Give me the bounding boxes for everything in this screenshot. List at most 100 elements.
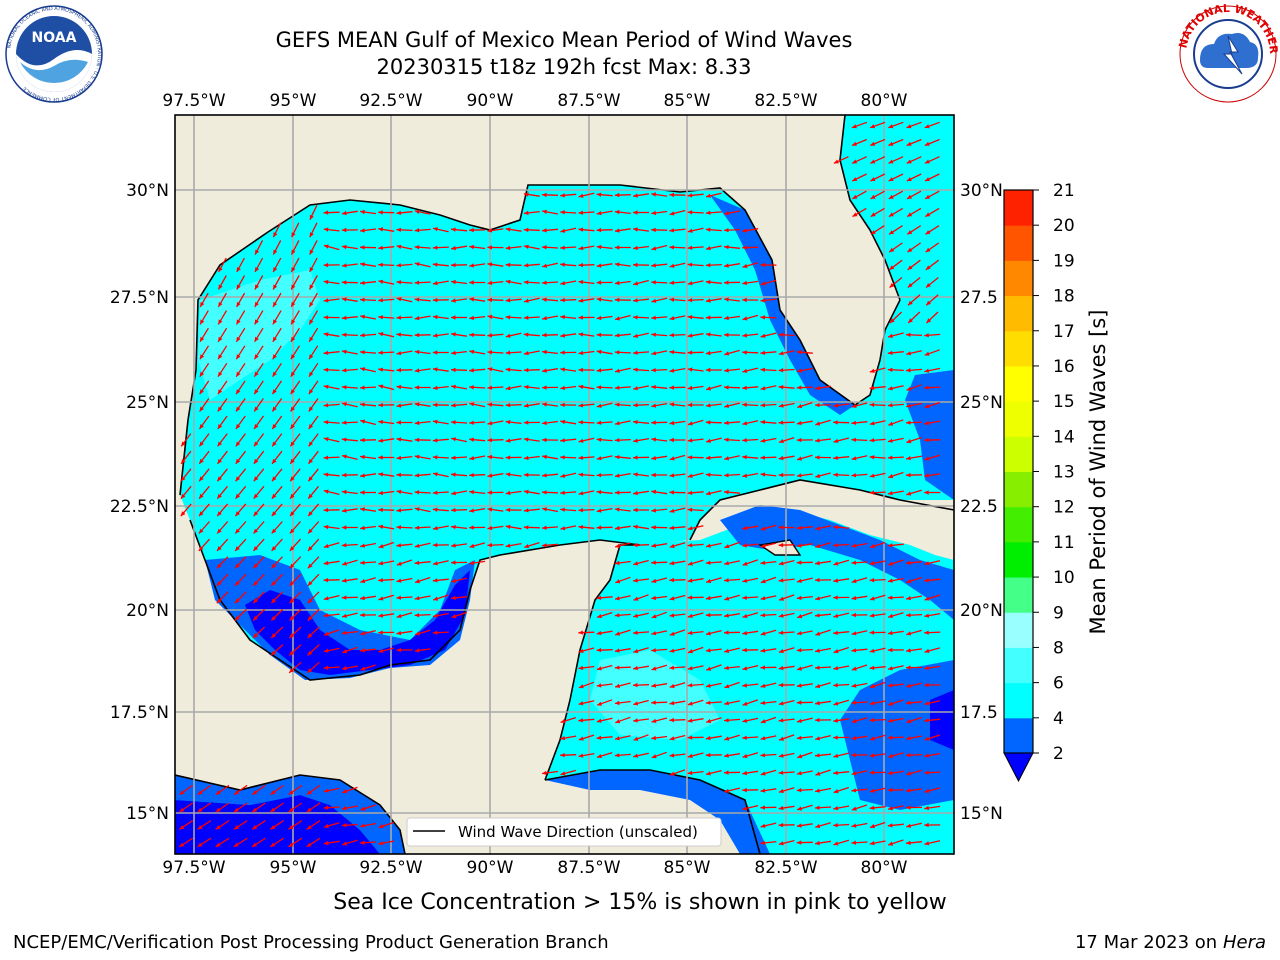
lat-label-right: 22.5 bbox=[960, 497, 998, 517]
wind-arrow-head bbox=[360, 262, 365, 267]
wind-arrow-head bbox=[651, 543, 657, 548]
wind-arrow-head bbox=[469, 456, 475, 461]
wind-arrow-head bbox=[451, 367, 456, 373]
wind-arrow-head bbox=[596, 735, 602, 740]
wind-arrow-head bbox=[614, 648, 620, 653]
wind-arrow-head bbox=[687, 543, 693, 548]
wind-arrow-head bbox=[796, 700, 802, 705]
wind-arrow-head bbox=[887, 647, 893, 653]
wind-arrow-head bbox=[342, 454, 347, 459]
wind-arrow-head bbox=[451, 350, 456, 356]
wind-arrow-head bbox=[815, 455, 820, 460]
wind-arrow-head bbox=[272, 336, 277, 342]
wind-arrow-head bbox=[614, 438, 620, 443]
wind-arrow-head bbox=[323, 577, 329, 583]
wind-arrow-head bbox=[651, 227, 656, 233]
wind-arrow-head bbox=[851, 124, 857, 129]
wind-arrow-head bbox=[254, 441, 259, 447]
wind-arrow-head bbox=[578, 227, 584, 232]
wind-arrow-head bbox=[378, 630, 383, 635]
wind-arrow-head bbox=[815, 526, 821, 531]
wind-arrow-head bbox=[578, 491, 584, 496]
wind-arrow-head bbox=[687, 735, 693, 740]
wind-arrow-head bbox=[760, 631, 766, 636]
wind-arrow-head bbox=[289, 633, 295, 638]
wind-arrow-head bbox=[396, 647, 401, 653]
wind-arrow-head bbox=[341, 349, 347, 354]
wind-arrow-head bbox=[323, 210, 329, 215]
colorbar-tick-label: 9 bbox=[1053, 603, 1064, 623]
wind-arrow-head bbox=[796, 648, 802, 653]
wind-arrow-head bbox=[687, 350, 693, 355]
sea-ice-note: Sea Ice Concentration > 15% is shown in … bbox=[333, 890, 947, 915]
wind-arrow-head bbox=[414, 209, 420, 214]
wind-arrow-head bbox=[705, 560, 711, 565]
wind-arrow-head bbox=[724, 332, 729, 338]
wind-arrow-head bbox=[487, 421, 493, 426]
wind-arrow-head bbox=[396, 561, 402, 566]
wind-arrow-head bbox=[341, 227, 347, 233]
wind-arrow-head bbox=[724, 473, 729, 478]
wind-arrow-head bbox=[614, 297, 620, 303]
wind-arrow-head bbox=[705, 612, 711, 618]
wind-arrow-head bbox=[271, 546, 277, 551]
wind-arrow-head bbox=[451, 227, 456, 232]
wind-arrow-head bbox=[414, 560, 420, 565]
wind-arrow-head bbox=[560, 333, 566, 338]
wind-arrow-head bbox=[778, 542, 784, 548]
wind-arrow-head bbox=[597, 754, 602, 759]
wind-arrow-head bbox=[888, 438, 893, 443]
wind-arrow-head bbox=[724, 770, 729, 775]
wind-arrow-head bbox=[669, 368, 675, 373]
wind-arrow-head bbox=[906, 124, 912, 129]
wind-arrow-head bbox=[341, 280, 347, 285]
wind-arrow-head bbox=[669, 316, 675, 321]
wind-arrow-head bbox=[323, 788, 329, 793]
wind-arrow-head bbox=[833, 718, 839, 723]
wind-arrow-head bbox=[487, 507, 493, 512]
wind-arrow-head bbox=[199, 441, 204, 447]
wind-arrow-head bbox=[560, 314, 565, 320]
wind-arrow-head bbox=[760, 771, 766, 776]
wind-arrow-head bbox=[869, 385, 875, 390]
wind-arrow-head bbox=[688, 649, 693, 654]
wind-arrow-head bbox=[414, 525, 420, 530]
wind-arrow-head bbox=[924, 385, 929, 390]
colorbar-tick-label: 21 bbox=[1053, 181, 1075, 201]
wind-arrow-head bbox=[815, 788, 820, 793]
wind-arrow-head bbox=[272, 406, 277, 412]
wind-arrow-head bbox=[291, 301, 296, 307]
wind-arrow-head bbox=[852, 194, 858, 199]
wind-arrow-head bbox=[760, 665, 765, 670]
wind-arrow-head bbox=[505, 419, 511, 425]
wind-arrow-head bbox=[870, 212, 876, 217]
wind-arrow-head bbox=[451, 403, 456, 408]
wind-arrow-head bbox=[706, 578, 712, 584]
wind-arrow-head bbox=[218, 284, 223, 290]
wind-arrow-head bbox=[778, 841, 784, 846]
wind-arrow-head bbox=[542, 209, 547, 214]
wind-arrow-head bbox=[396, 351, 402, 356]
wind-arrow-head bbox=[796, 823, 802, 828]
wind-arrow-head bbox=[833, 561, 839, 566]
wind-arrow-head bbox=[378, 578, 383, 583]
wind-arrow-head bbox=[396, 384, 402, 390]
colorbar-segment bbox=[1004, 541, 1033, 578]
wind-arrow-head bbox=[778, 472, 784, 478]
wind-arrow-head bbox=[378, 315, 383, 320]
wind-arrow-head bbox=[705, 350, 711, 356]
wind-arrow-head bbox=[760, 386, 766, 391]
wind-arrow-head bbox=[578, 736, 584, 741]
wind-arrow-head bbox=[360, 612, 365, 618]
wind-arrow-head bbox=[869, 788, 875, 793]
wind-arrow-head bbox=[778, 770, 784, 775]
wind-arrow-head bbox=[687, 578, 693, 583]
wind-arrow-head bbox=[760, 472, 766, 477]
wind-arrow-head bbox=[323, 262, 329, 268]
wind-arrow-head bbox=[560, 419, 566, 425]
wind-arrow-head bbox=[742, 473, 748, 478]
wind-arrow-head bbox=[906, 631, 912, 636]
chart-subtitle: 20230315 t18z 192h fcst Max: 8.33 bbox=[376, 55, 752, 79]
wind-arrow-head bbox=[742, 578, 748, 583]
wind-arrow-head bbox=[272, 371, 277, 377]
